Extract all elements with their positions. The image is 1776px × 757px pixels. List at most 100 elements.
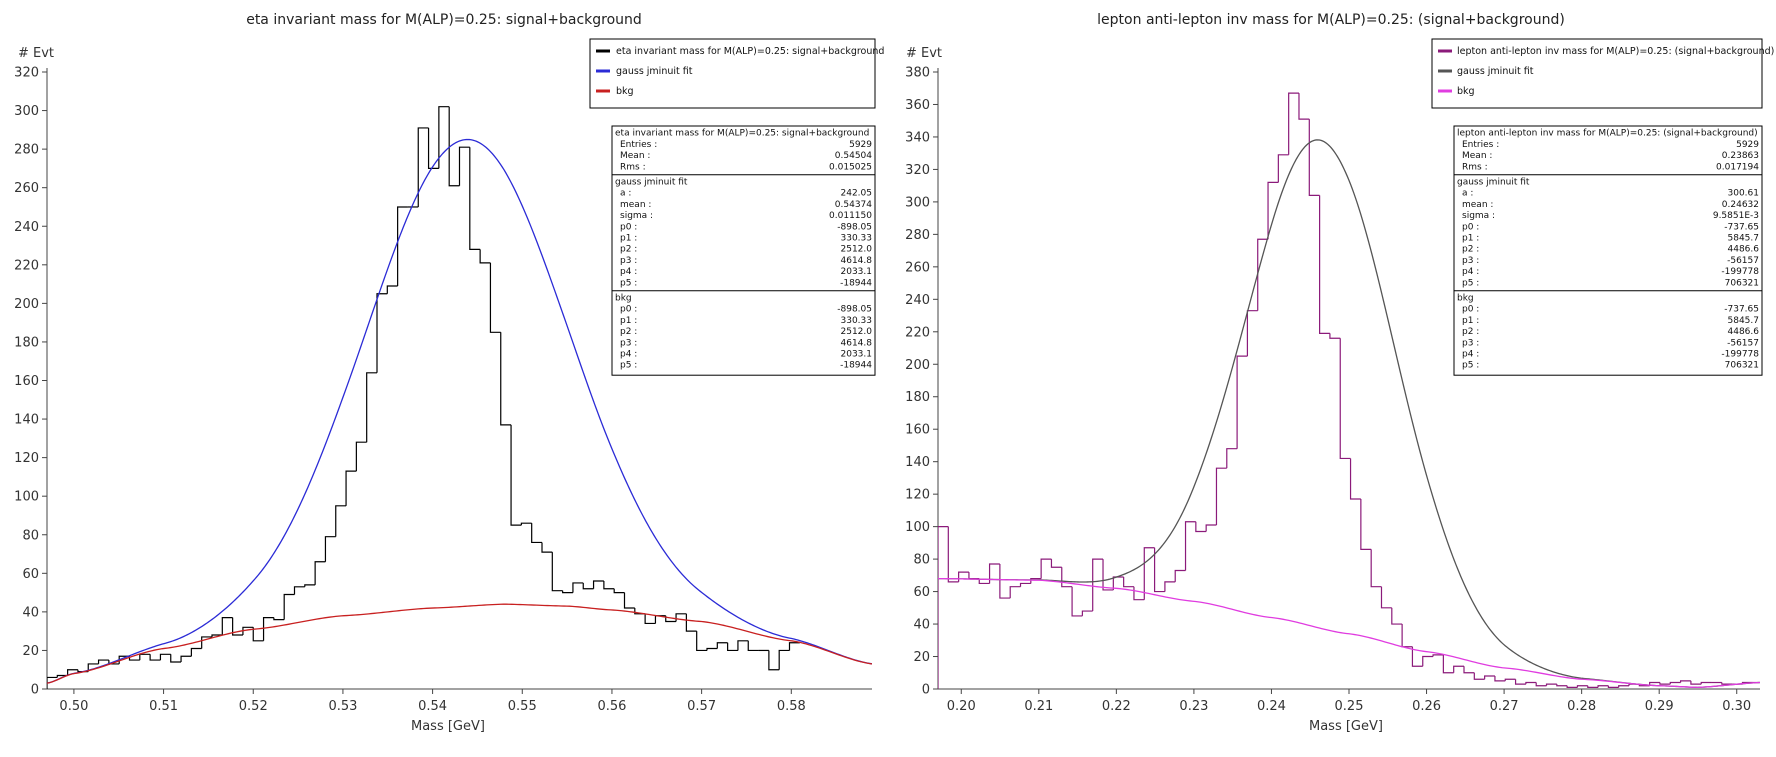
stats-key: p1 : bbox=[620, 234, 637, 244]
legend-item: gauss jminuit fit bbox=[596, 66, 693, 77]
y-tick-label: 180 bbox=[14, 335, 39, 350]
bkg-curve-line bbox=[938, 577, 1760, 689]
histogram-bin bbox=[1535, 682, 1547, 687]
histogram-bin bbox=[438, 106, 450, 169]
histogram-bin bbox=[1494, 676, 1506, 682]
histogram-bin bbox=[448, 106, 460, 187]
histogram-bin bbox=[727, 642, 738, 652]
y-tick-label: 0 bbox=[922, 683, 930, 698]
histogram-bin bbox=[376, 293, 388, 373]
histogram-bin bbox=[562, 590, 573, 594]
stats-key: p0 : bbox=[1462, 222, 1479, 232]
histogram-bin bbox=[582, 582, 594, 590]
histogram-bin bbox=[1081, 610, 1093, 616]
stats-key: Rms : bbox=[620, 162, 646, 172]
histogram-bin bbox=[644, 613, 656, 625]
histogram-bin bbox=[1690, 680, 1702, 685]
y-tick-label: 80 bbox=[913, 553, 930, 568]
y-tick-label: 140 bbox=[14, 413, 39, 428]
histogram-bin bbox=[1112, 576, 1124, 590]
histogram-bin bbox=[500, 332, 512, 426]
histogram-bin bbox=[1153, 547, 1165, 593]
histogram-bin bbox=[458, 146, 470, 186]
histogram-bin bbox=[190, 647, 202, 657]
histogram-bin bbox=[139, 653, 151, 661]
stats-value: -18944 bbox=[840, 361, 872, 371]
histogram-bin bbox=[149, 654, 161, 661]
stats-key: p0 : bbox=[1462, 305, 1479, 315]
histogram-bin bbox=[737, 640, 749, 651]
histogram-bin bbox=[1143, 547, 1155, 600]
stats-value: 0.24632 bbox=[1722, 200, 1759, 210]
histogram-bin bbox=[947, 526, 959, 583]
histogram-bin bbox=[778, 649, 790, 670]
histogram-bin bbox=[170, 654, 182, 663]
histogram-bin bbox=[1700, 681, 1712, 685]
chart-title: eta invariant mass for M(ALP)=0.25: sign… bbox=[246, 12, 642, 28]
legend-item: bkg bbox=[1438, 86, 1475, 97]
stats-key: p3 : bbox=[1462, 338, 1479, 348]
histogram-bin bbox=[716, 642, 728, 649]
stats-value: 0.011150 bbox=[829, 211, 872, 221]
stats-value: 4614.8 bbox=[841, 256, 873, 266]
histogram-bin bbox=[1618, 685, 1630, 688]
x-tick-label: 0.57 bbox=[687, 699, 716, 714]
y-tick-label: 240 bbox=[14, 220, 39, 235]
histogram-bin bbox=[1463, 666, 1475, 674]
stats-value: 9.5851E-3 bbox=[1713, 211, 1759, 221]
stats-key: p3 : bbox=[1462, 256, 1479, 266]
histogram-bin bbox=[747, 640, 759, 652]
histogram-bin bbox=[1556, 684, 1568, 687]
histogram-bin bbox=[1401, 624, 1413, 648]
histogram-bin bbox=[1380, 586, 1392, 609]
x-tick-label: 0.26 bbox=[1412, 699, 1441, 714]
y-tick-label: 100 bbox=[905, 520, 930, 535]
y-tick-label: 60 bbox=[913, 585, 930, 600]
stats-key: sigma : bbox=[620, 211, 653, 221]
stats-key: Entries : bbox=[1462, 140, 1499, 150]
histogram-bin bbox=[1246, 310, 1258, 357]
histogram-bin bbox=[592, 580, 604, 589]
stats-key: p4 : bbox=[620, 267, 637, 277]
histogram-bin bbox=[510, 424, 522, 526]
histogram-bin bbox=[1040, 558, 1052, 579]
stats-value: 242.05 bbox=[841, 189, 873, 199]
y-tick-label: 120 bbox=[905, 488, 930, 503]
legend-item: gauss jminuit fit bbox=[1438, 66, 1534, 77]
histogram-bin bbox=[788, 642, 800, 651]
histogram-bin bbox=[1102, 559, 1114, 591]
stats-key: p0 : bbox=[620, 305, 637, 315]
x-tick-label: 0.27 bbox=[1490, 699, 1519, 714]
histogram-bin bbox=[1576, 685, 1588, 688]
stats-key: p1 : bbox=[1462, 316, 1479, 326]
stats-value: 5929 bbox=[849, 140, 872, 150]
y-tick-label: 120 bbox=[14, 451, 39, 466]
stats-header: gauss jminuit fit bbox=[1457, 178, 1530, 188]
stats-key: p2 : bbox=[1462, 245, 1479, 255]
legend-item: eta invariant mass for M(ALP)=0.25: sign… bbox=[596, 46, 884, 57]
histogram-bin bbox=[1288, 92, 1299, 155]
histogram-bin bbox=[304, 584, 316, 587]
histogram-bin bbox=[1370, 549, 1382, 588]
y-tick-label: 240 bbox=[905, 293, 930, 308]
histogram-bin bbox=[1721, 682, 1733, 685]
histogram-bin bbox=[1298, 93, 1310, 120]
x-tick-label: 0.53 bbox=[328, 699, 357, 714]
histogram-bin bbox=[252, 627, 264, 642]
x-tick-label: 0.24 bbox=[1257, 699, 1286, 714]
histogram-bin bbox=[273, 617, 285, 621]
histogram-bin bbox=[1236, 355, 1248, 449]
histogram-bin bbox=[479, 249, 491, 264]
stats-frame bbox=[1453, 125, 1763, 376]
stats-value: 5929 bbox=[1736, 140, 1759, 150]
stats-key: p0 : bbox=[620, 222, 637, 232]
y-tick-label: 220 bbox=[14, 258, 39, 273]
stats-key: p4 : bbox=[620, 350, 637, 360]
histogram-bin bbox=[958, 571, 969, 582]
x-axis-label: Mass [GeV] bbox=[411, 719, 485, 734]
histogram-bin bbox=[1514, 679, 1526, 685]
histogram-bin bbox=[551, 552, 563, 592]
y-tick-label: 340 bbox=[905, 130, 930, 145]
stats-value: -56157 bbox=[1727, 338, 1759, 348]
